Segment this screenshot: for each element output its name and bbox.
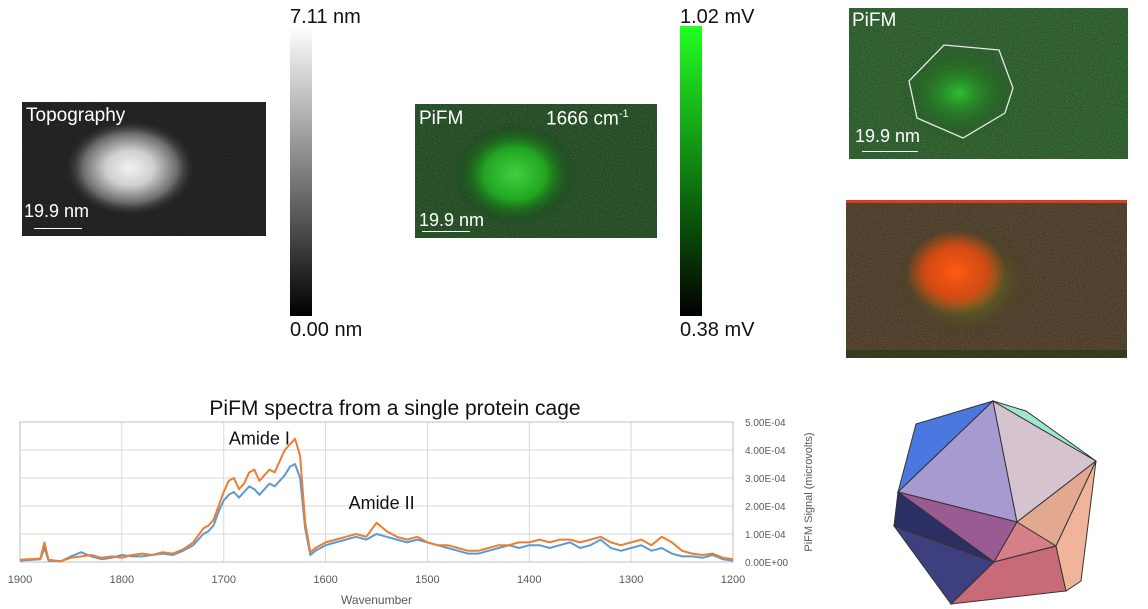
pifm-colorbar-max: 1.02 mV bbox=[680, 6, 755, 28]
x-tick-label: 1900 bbox=[8, 574, 32, 586]
pifm-colorbar-min: 0.38 mV bbox=[680, 319, 755, 341]
x-tick-label: 1500 bbox=[415, 574, 439, 586]
face-mint-top bbox=[992, 400, 1097, 462]
protein-cage-polyhedron bbox=[892, 400, 1097, 605]
topography-scale-bar bbox=[34, 228, 82, 229]
x-tick-label: 1200 bbox=[721, 574, 745, 586]
y-tick-label: 5.00E-04 bbox=[745, 418, 786, 429]
topo-colorbar-max: 7.11 nm bbox=[290, 6, 361, 28]
x-tick-label: 1800 bbox=[110, 574, 134, 586]
topo-colorbar-min: 0.00 nm bbox=[290, 319, 363, 341]
pifm-map-image: PiFM 1666 cm-1 19.9 nm bbox=[415, 104, 657, 238]
series-line-2 bbox=[19, 437, 734, 563]
x-tick-label: 1600 bbox=[313, 574, 337, 586]
x-axis-label: Wavenumber bbox=[341, 593, 412, 607]
pifm-map-scale-bar bbox=[422, 231, 470, 232]
pifm-colorbar bbox=[680, 26, 702, 316]
pifm-outline-label: PiFM bbox=[852, 10, 897, 31]
annotation-label: Amide II bbox=[349, 493, 415, 513]
particle-outline bbox=[908, 44, 1014, 139]
y-tick-label: 0.00E+00 bbox=[745, 558, 789, 569]
y-tick-label: 3.00E-04 bbox=[745, 474, 786, 485]
y-tick-label: 4.00E-04 bbox=[745, 446, 786, 457]
pifm-map-scale-label: 19.9 nm bbox=[419, 210, 485, 230]
overlay-image bbox=[846, 200, 1127, 358]
y-tick-label: 1.00E-04 bbox=[745, 530, 786, 541]
x-tick-label: 1300 bbox=[619, 574, 643, 586]
annotation-label: Amide I bbox=[229, 428, 290, 448]
x-tick-label: 1700 bbox=[211, 574, 235, 586]
topography-image: Topography 19.9 nm bbox=[22, 102, 266, 236]
topo-colorbar bbox=[290, 26, 312, 316]
pifm-outline-scale-label: 19.9 nm bbox=[855, 126, 921, 146]
pifm-outline-image: PiFM 19.9 nm bbox=[849, 8, 1128, 159]
face-orange-right bbox=[1055, 460, 1097, 592]
pifm-outline-scale-bar bbox=[862, 151, 918, 152]
spectra-chart: 1900 1800 1700 1600 1500 1400 1300 1200 5.00E-04… bbox=[8, 418, 815, 607]
pifm-map-wavenumber: 1666 cm-1 bbox=[546, 108, 629, 130]
y-axis-label: PiFM Signal (microvolts) bbox=[803, 432, 815, 551]
y-tick-label: 2.00E-04 bbox=[745, 502, 786, 513]
topography-scale-label: 19.9 nm bbox=[24, 201, 90, 221]
x-tick-label: 1400 bbox=[517, 574, 541, 586]
topography-label: Topography bbox=[26, 105, 126, 126]
pifm-map-label: PiFM bbox=[419, 108, 464, 129]
chart-title: PiFM spectra from a single protein cage bbox=[209, 397, 581, 420]
plot-area bbox=[19, 421, 734, 563]
